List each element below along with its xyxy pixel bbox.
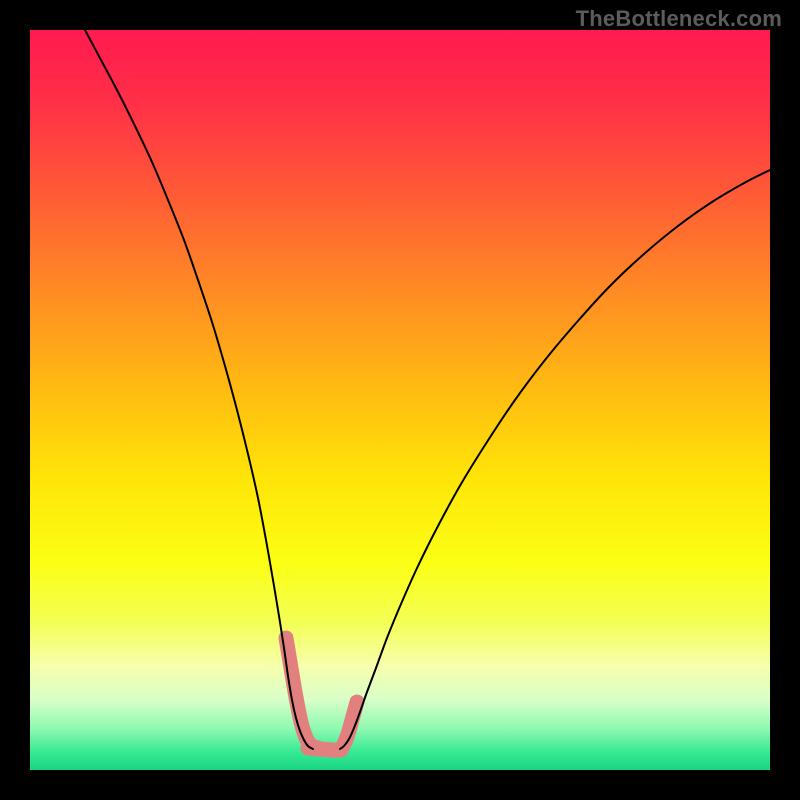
plot-area <box>30 30 770 770</box>
watermark-text: TheBottleneck.com <box>576 6 782 32</box>
bottleneck-curves <box>30 30 770 770</box>
curve-right <box>340 170 770 749</box>
curve-left <box>85 30 313 749</box>
